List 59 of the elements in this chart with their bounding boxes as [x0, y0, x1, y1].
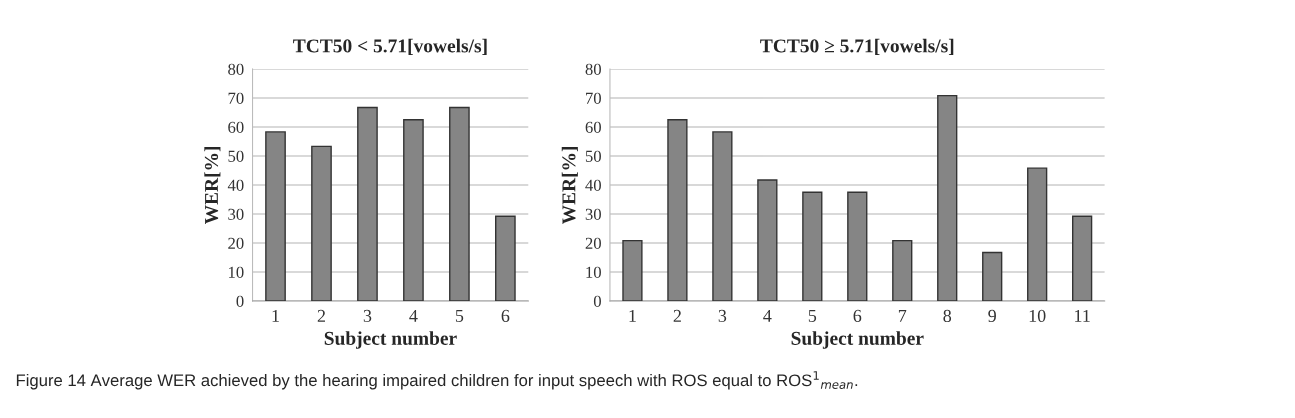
y-tick-label: 10	[228, 266, 244, 278]
y-tick-label: 50	[228, 150, 244, 162]
chart-title: TCT50 ≥ 5.71[vowels/s]	[760, 38, 954, 55]
bar	[311, 145, 332, 301]
y-tick-label: 20	[585, 237, 601, 249]
y-axis-title: WER[%]	[204, 146, 221, 225]
x-tick-label: 8	[943, 309, 952, 322]
y-tick-label: 30	[228, 208, 244, 220]
x-tick-label: 9	[988, 309, 996, 322]
bar	[495, 215, 516, 301]
x-tick-label: 1	[629, 309, 636, 322]
x-tick-label: 7	[898, 310, 907, 322]
y-tick-label: 10	[586, 266, 601, 278]
x-tick-label: 5	[455, 310, 464, 322]
bar	[847, 191, 868, 301]
x-tick-label: 2	[317, 309, 325, 322]
bar	[802, 191, 823, 301]
x-axis-title: Subject number	[791, 331, 924, 349]
bar	[1072, 215, 1093, 301]
x-axis-title: Subject number	[324, 331, 457, 349]
x-tick-label: 2	[673, 309, 681, 322]
bar	[449, 106, 470, 301]
bar	[937, 94, 958, 301]
y-tick-label: 0	[593, 295, 601, 307]
y-tick-label: 60	[228, 121, 244, 133]
bar	[265, 131, 286, 301]
y-tick-label: 70	[228, 92, 244, 104]
y-tick-label: 0	[236, 295, 244, 307]
bar	[757, 179, 778, 301]
y-tick-label: 80	[228, 63, 244, 75]
bar	[1027, 167, 1048, 301]
y-tick-label: 40	[585, 179, 601, 191]
y-tick-label: 50	[585, 150, 601, 162]
y-tick-label: 80	[585, 63, 601, 75]
chart-title: TCT50 < 5.71[vowels/s]	[293, 38, 487, 55]
y-tick-label: 70	[586, 92, 601, 104]
y-tick-label: 40	[227, 179, 244, 191]
x-tick-label: 10	[1029, 309, 1046, 322]
x-tick-label: 5	[808, 310, 817, 322]
bar	[622, 239, 643, 301]
bar	[982, 251, 1003, 301]
bar	[357, 106, 378, 301]
caption: Figure 14 Average WER achieved by the hearing impaired children for input speech with ROS equal to ROS$^{1}$$_{mean}$.	[16, 371, 858, 390]
y-tick-label: 30	[585, 208, 601, 220]
x-tick-label: 1	[272, 309, 279, 322]
x-tick-label: 4	[409, 309, 418, 322]
bar	[892, 239, 913, 301]
x-tick-label: 3	[718, 309, 727, 322]
x-tick-label: 6	[853, 309, 862, 322]
y-axis-title: WER[%]	[561, 146, 578, 225]
y-tick-label: 60	[585, 121, 601, 133]
bar	[403, 119, 424, 301]
x-tick-label: 4	[763, 309, 772, 322]
x-tick-label: 6	[501, 309, 510, 322]
y-tick-label: 20	[228, 237, 244, 249]
x-tick-label: 3	[363, 309, 372, 322]
bar	[667, 119, 688, 301]
bar	[712, 131, 733, 301]
x-tick-label: 11	[1075, 309, 1090, 322]
